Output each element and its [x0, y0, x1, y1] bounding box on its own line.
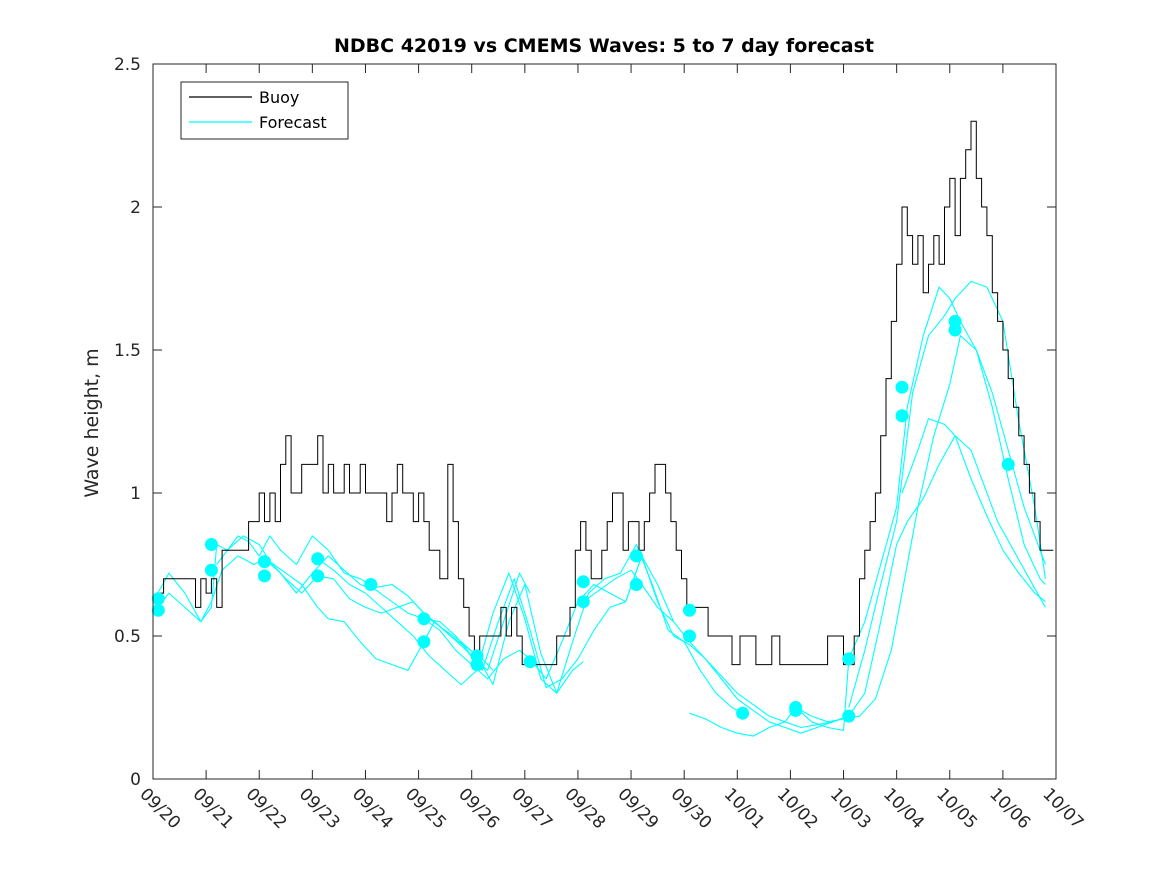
forecast-marker [311, 552, 325, 566]
x-tick-label: 10/07 [1038, 784, 1087, 833]
x-tick-label: 09/26 [454, 784, 503, 833]
x-tick-label: 09/27 [507, 784, 556, 833]
forecast-marker [204, 538, 218, 551]
forecast-line-10 [848, 280, 1046, 708]
forecast-marker [948, 323, 962, 337]
forecast-marker [629, 578, 643, 591]
forecast-line-7 [582, 435, 1046, 734]
legend-label-buoy: Buoy [259, 88, 299, 107]
forecast-line-4 [269, 555, 675, 689]
y-tick-label: 1.5 [114, 341, 141, 361]
forecast-marker [576, 575, 590, 589]
forecast-line-9 [795, 286, 1046, 731]
y-tick-label: 0 [130, 770, 141, 790]
y-tick-label: 1 [130, 484, 141, 504]
x-tick-label: 09/28 [560, 784, 609, 833]
x-tick-label: 10/04 [879, 784, 928, 833]
forecast-marker [151, 592, 165, 606]
plot-area [151, 120, 1054, 737]
forecast-marker [789, 703, 803, 717]
x-tick-label: 10/01 [720, 784, 769, 833]
axes-box [152, 63, 1057, 780]
legend: Buoy Forecast [180, 81, 349, 140]
x-tick-label: 10/02 [773, 784, 822, 833]
axes: 00.511.522.509/20 09/21 09/22 09/23 09/24 09/… [114, 55, 1087, 833]
x-tick-label: 10/03 [826, 784, 875, 833]
forecast-marker [258, 555, 271, 569]
buoy-line [153, 120, 1054, 666]
forecast-line-5 [317, 543, 749, 717]
x-tick-label: 10/05 [932, 784, 981, 833]
legend-box [180, 81, 349, 140]
forecast-marker [683, 603, 696, 617]
forecast-marker [1001, 457, 1015, 471]
x-tick-label: 09/30 [667, 784, 716, 833]
forecast-marker [470, 658, 484, 672]
legend-label-forecast: Forecast [259, 113, 327, 132]
forecast-marker [842, 709, 856, 723]
forecast-marker [523, 655, 537, 669]
x-tick-label: 09/29 [614, 784, 663, 833]
forecast-marker [258, 569, 271, 583]
x-tick-label: 09/20 [135, 784, 184, 833]
y-axis-title: Wave height, m [81, 348, 103, 497]
y-tick-label: 0.5 [114, 627, 141, 647]
forecast-marker [895, 380, 909, 394]
forecast-line-2 [153, 555, 531, 671]
x-tick-label: 09/22 [242, 784, 291, 833]
forecast-marker [311, 569, 325, 583]
forecast-marker [204, 563, 218, 577]
forecast-marker [417, 612, 431, 626]
forecast-marker [364, 578, 378, 591]
x-tick-label: 09/24 [348, 784, 397, 833]
forecast-line-3 [216, 535, 584, 694]
x-tick-label: 09/21 [189, 784, 238, 833]
forecast-marker [683, 629, 696, 643]
data-layer [153, 120, 1054, 737]
forecast-marker [151, 603, 165, 617]
forecast-line-8 [689, 335, 1046, 737]
x-tick-label: 09/25 [401, 784, 450, 833]
y-tick-label: 2.5 [114, 55, 141, 75]
forecast-marker [736, 706, 750, 720]
forecast-marker [576, 595, 590, 609]
forecast-marker [417, 635, 431, 649]
forecast-marker [895, 409, 909, 423]
forecast-line-11 [901, 418, 1046, 608]
x-tick-label: 10/06 [985, 784, 1034, 833]
chart-title: NDBC 42019 vs CMEMS Waves: 5 to 7 day fo… [334, 35, 874, 57]
y-tick-label: 2 [130, 198, 141, 218]
forecast-marker [629, 549, 643, 563]
x-tick-label: 09/23 [295, 784, 344, 833]
forecast-marker [842, 652, 856, 666]
